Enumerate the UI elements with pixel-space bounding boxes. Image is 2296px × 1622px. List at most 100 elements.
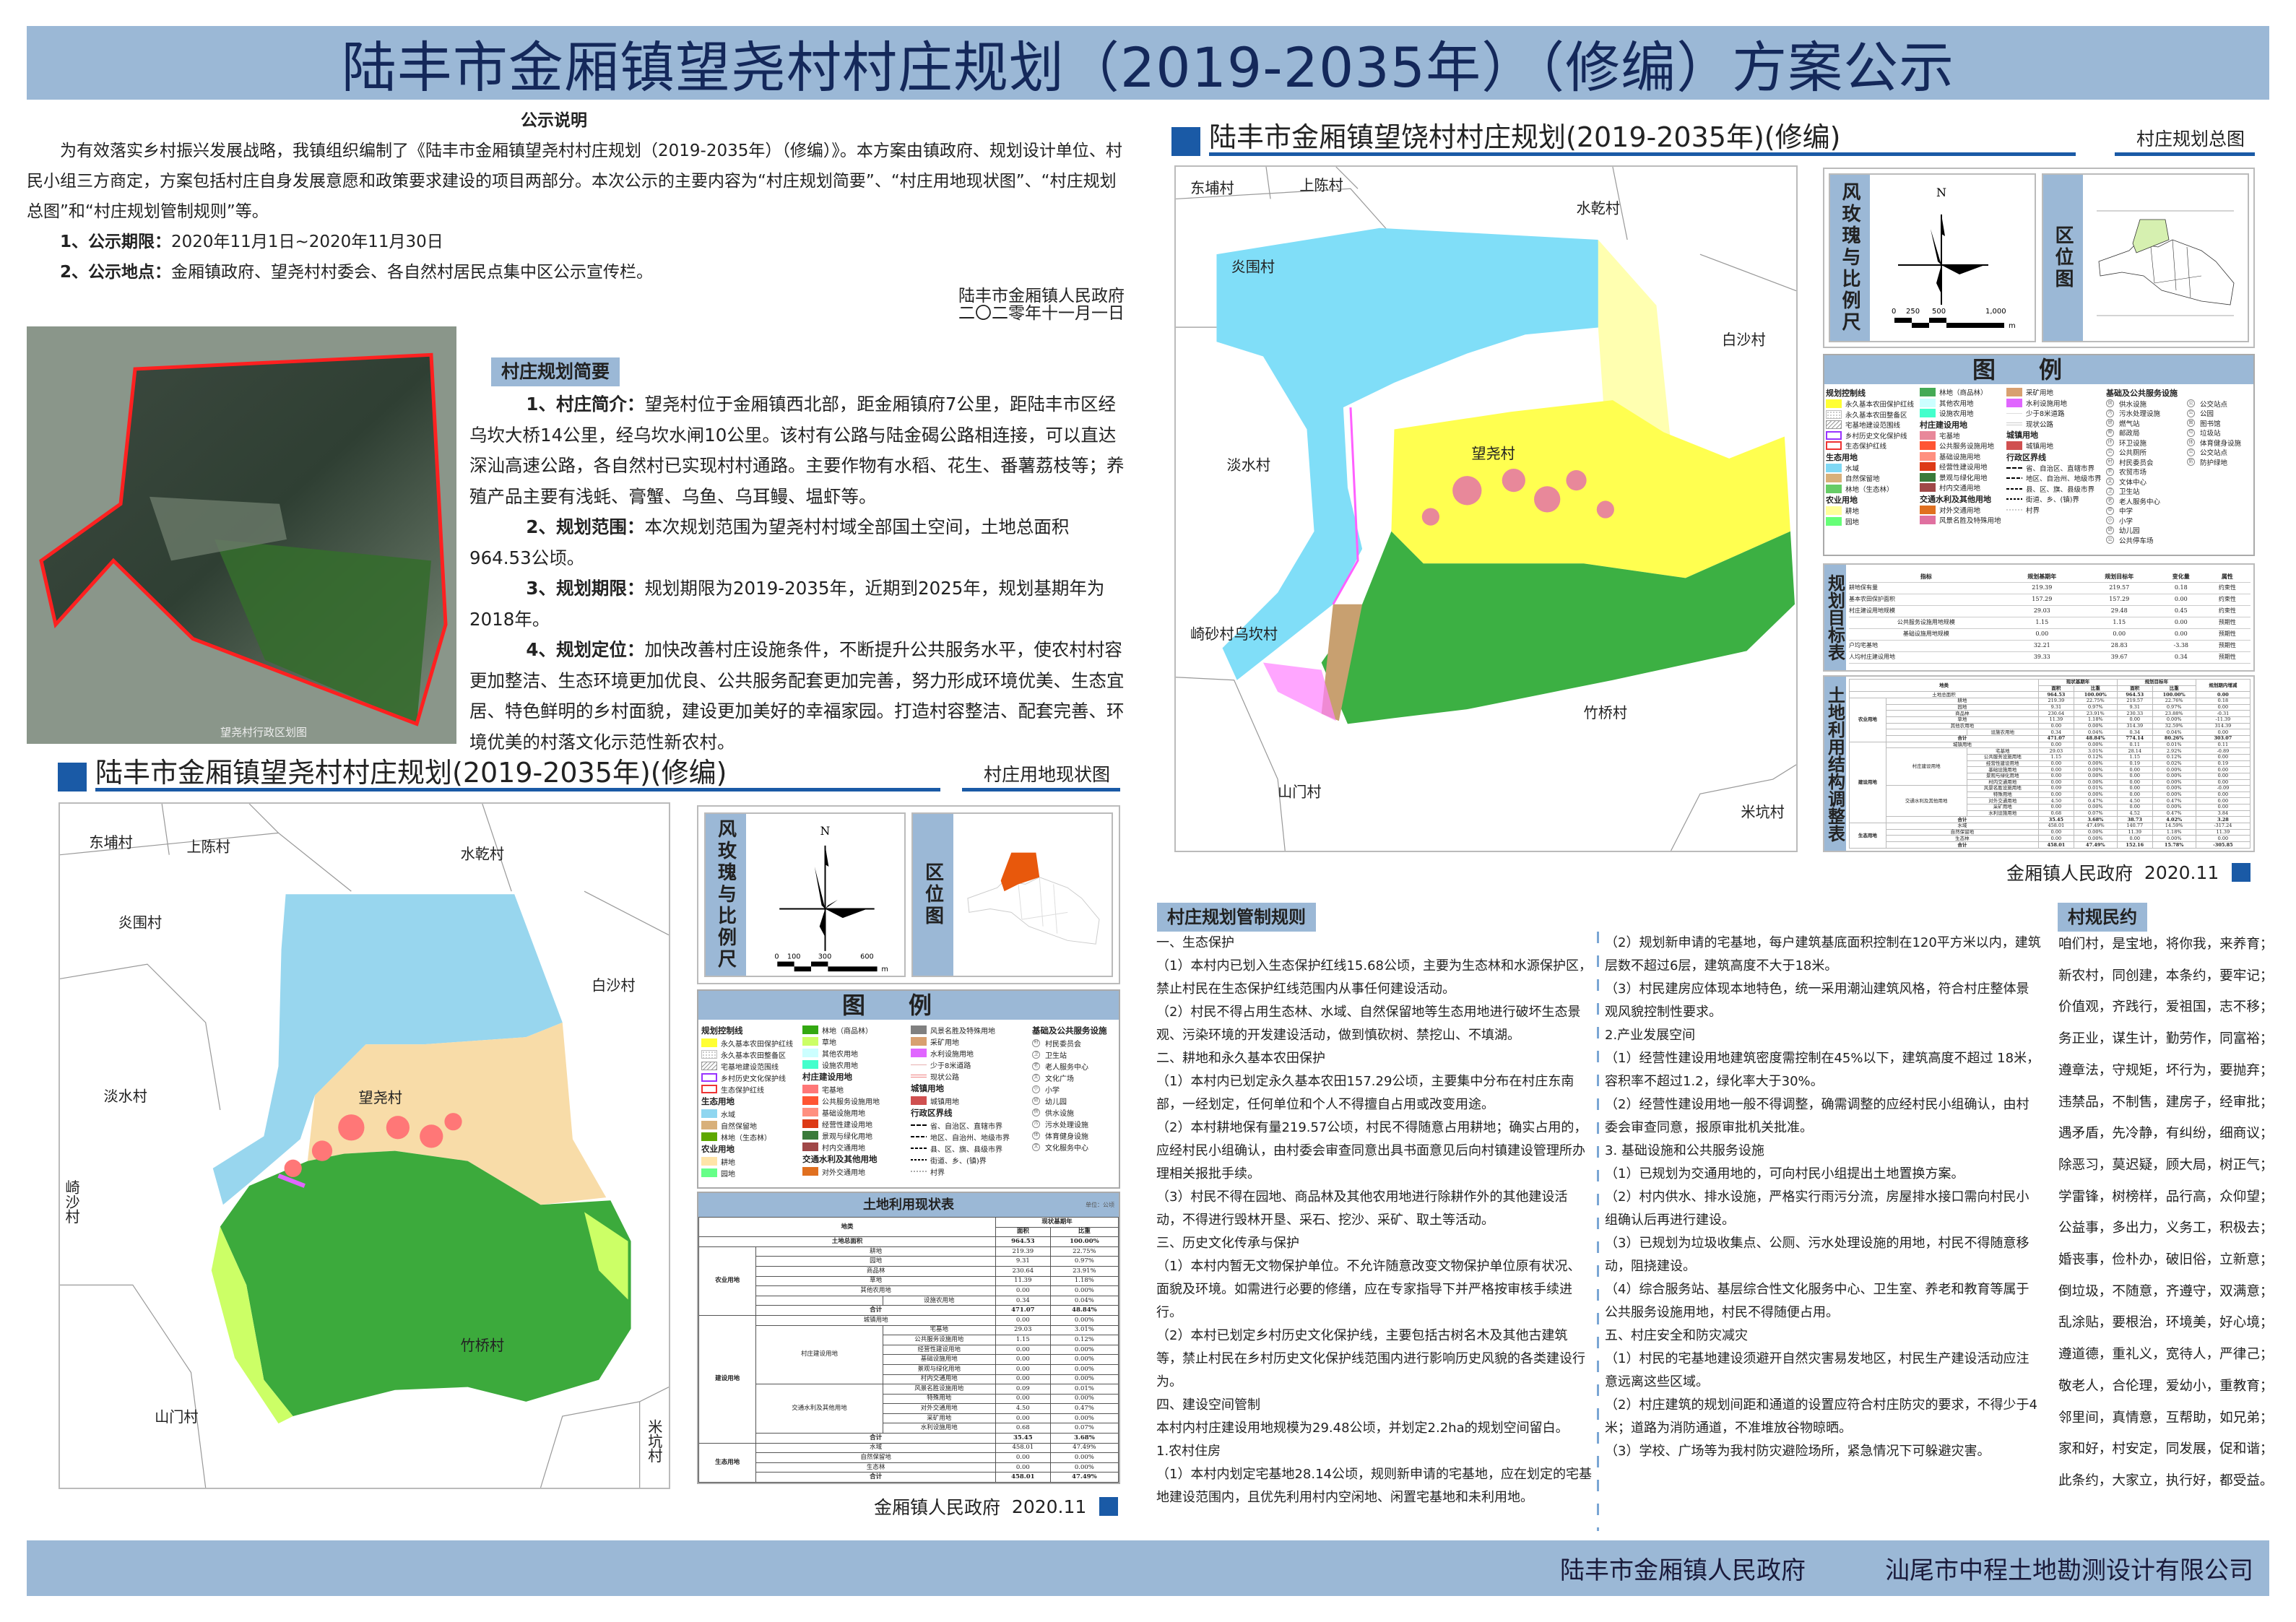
- legend-item: 村村民委员会: [2106, 457, 2187, 467]
- subtotal-label: 合计: [755, 1433, 996, 1444]
- pact-line: 邻里间，真情意，互帮助，如兄弟；: [2058, 1410, 2274, 1426]
- landtype-cell: 基础设施用地: [882, 1354, 996, 1365]
- current-landuse-map[interactable]: 东埔村 上陈村 水乾村 炎围村 白沙村 淡水村 崎沙村 望尧村 竹桥村 山门村 …: [59, 802, 670, 1489]
- facility-icon: 幼: [2106, 526, 2114, 534]
- legend-group-heading: 生态用地: [1826, 451, 1920, 463]
- legend-swatch: [1826, 484, 1842, 493]
- value-cell: 0.00: [2038, 791, 2074, 799]
- value-cell: 0.00: [2038, 722, 2074, 730]
- table-row: 自然保留地 0.00 0.00%: [699, 1452, 1119, 1463]
- table-row: 村庄建设用地规模 29.03 29.48 0.45 约束性: [1849, 605, 2250, 617]
- value-cell: 0.07%: [2073, 810, 2118, 817]
- header-cell: 地类: [698, 1216, 996, 1238]
- landtype-cell: 生态林: [1885, 835, 2040, 843]
- landtype-cell: 生态林: [755, 1462, 996, 1473]
- rule-line: （2）经营性建设用地一般不得调整，确需调整的应经村民小组确认，由村委会审查同意，…: [1605, 1097, 2029, 1135]
- subtotal-value: 774.14: [2116, 734, 2153, 742]
- facility-icon: 体: [2187, 438, 2195, 447]
- legend-item: 卫卫生站: [2106, 487, 2187, 496]
- legend-item: 小小学: [2106, 516, 2187, 526]
- legend-swatch: [911, 1159, 927, 1161]
- header-cell: 面积: [2038, 685, 2074, 693]
- facility-icon: 污: [2106, 409, 2114, 417]
- facility-icon: 中: [2106, 506, 2114, 515]
- value-cell: 23.91%: [1049, 1265, 1119, 1277]
- legend-group-heading: 城镇用地: [2006, 429, 2106, 441]
- scale-tick: 100: [787, 953, 801, 961]
- legend-item: 经营性建设用地: [802, 1118, 911, 1129]
- legend-label: 街道、乡、(镇)界: [2026, 496, 2079, 505]
- legend-column: 林地（商品林） 草地 其他农用地 设施农用地 村庄建设用地 宅基地 公共服务设施用地 基础设施…: [802, 1024, 911, 1179]
- value-cell: 0.97%: [2152, 703, 2196, 711]
- footer-government: 陆丰市金厢镇人民政府: [1560, 1556, 1806, 1585]
- legend-column: 风景名胜及特殊用地 采矿用地 水利设施用地 少于8米道路 现状公路 城镇用地 城镇用地 行政区…: [911, 1024, 1032, 1179]
- value-cell: 0.00%: [2073, 828, 2118, 836]
- value-cell: 约束性: [2204, 582, 2250, 594]
- table-row: 生态用地 水域 458.01 47.49%: [698, 1442, 1119, 1483]
- notice-item-label: 1、公示期限：: [60, 233, 172, 251]
- legend-group-heading: 行政区界线: [911, 1106, 1032, 1119]
- value-cell: 0.00: [2195, 766, 2251, 773]
- legend-label: 县、区、旗、县级市界: [2026, 485, 2095, 494]
- legend-item: 公公共停车场: [2106, 535, 2187, 545]
- legend-swatch: [1826, 463, 1842, 472]
- legend-item: 公公园: [2187, 409, 2249, 418]
- legend-swatch: [1826, 420, 1842, 430]
- forest-area: [1321, 531, 1795, 724]
- legend-swatch: [802, 1085, 818, 1093]
- value-cell: 4.50: [2038, 797, 2074, 805]
- map-label: 望尧村: [358, 1089, 402, 1106]
- notice-paragraph: 为有效落实乡村振兴发展战略，我镇组织编制了《陆丰市金厢镇望尧村村庄规划（2019…: [27, 142, 1122, 221]
- scale-unit: m: [2009, 322, 2016, 330]
- legend-label: 林地（商品林）: [1939, 389, 1988, 398]
- rule-line: 一、生态保护: [1156, 935, 1234, 950]
- header-cell: 变化量: [2157, 571, 2204, 583]
- legend-column: 基础及公共服务设施供供水设施污污水处理设施燃燃气站邮邮政局环环卫设施公公共厕所村…: [2106, 387, 2187, 545]
- landtype-cell: 草地: [1885, 716, 2040, 724]
- legend-label: 经营性建设用地: [822, 1121, 872, 1129]
- legend-item: 老老人服务中心: [1032, 1060, 1115, 1072]
- value-cell: 0.00%: [2073, 835, 2118, 843]
- legend-swatch: [1920, 472, 1936, 482]
- value-cell: 0.00%: [1049, 1285, 1119, 1296]
- target-table: 指标 规划基期年 规划目标年 变化量 属性 耕地保有量 219.39 219.57 0.18 约束…: [1849, 571, 2250, 664]
- indicator-cell: 基本农田保护面积: [1849, 594, 2003, 606]
- scale-tick: 0: [1892, 308, 1896, 316]
- rule-line: （2）本村耕地保有量219.57公顷，村民不得随意占用耕地；确实占用的，应经村民…: [1156, 1120, 1587, 1181]
- rule-line: （2）村内供水、排水设施，严格实行雨污分流，房屋排水接口需向村民小组确认后再进行…: [1605, 1189, 2029, 1228]
- legend-swatch: [1920, 409, 1936, 418]
- village-pact: 咱们村，是宝地，将你我，来养育； 新农村，同创建，本条约，要牢记； 价值观，齐践行，…: [2058, 929, 2274, 1497]
- value-cell: 0.00: [2157, 594, 2204, 606]
- brief-item: 3、规划期限：规划期限为2019-2035年，近期到2025年，规划基期年为20…: [469, 573, 1128, 635]
- landtype-cell: 其他农用地: [1885, 722, 2040, 730]
- legend-label: 风景名胜及特殊用地: [930, 1027, 995, 1036]
- header-row: 地类 现状基期年: [698, 1216, 1119, 1238]
- landtype-cell: 景观与绿化用地: [1966, 772, 2040, 780]
- subtotal-value: 48.84%: [2073, 734, 2118, 742]
- legend-label: 城镇用地: [911, 1083, 944, 1093]
- legend-item: 少于8米道路: [911, 1059, 1032, 1070]
- value-cell: 0.12%: [2073, 753, 2118, 761]
- legend-item: 公公交站点: [2187, 399, 2249, 409]
- legend-item: 公共服务设施用地: [1920, 441, 2006, 451]
- legend-label: 林地（商品林）: [822, 1027, 872, 1036]
- master-plan-map[interactable]: 东埔村 上陈村 水乾村 炎围村 白沙村 淡水村 望尧村 崎砂村乌坎村 竹桥村 山…: [1174, 165, 1798, 852]
- facility-icon: 垃: [2187, 428, 2195, 437]
- value-cell: 0.00: [2116, 785, 2153, 792]
- north-label: N: [820, 825, 831, 838]
- legend-swatch: [802, 1108, 818, 1116]
- map-label: 上陈村: [1299, 176, 1343, 194]
- facility-icon: 燃: [2106, 419, 2114, 428]
- table-row: 其他农用地 0.00 0.00% 314.39 32.59% 314.39: [1850, 722, 2251, 730]
- total-value: 0.00: [2195, 691, 2251, 698]
- landtype-cell: 风景名胜设施用地: [1966, 785, 2040, 792]
- value-cell: 0.00%: [2152, 835, 2196, 843]
- facility-icon: 幼: [1032, 1096, 1040, 1105]
- value-cell: 3.01%: [2073, 747, 2118, 755]
- legend-item: 宅基地建设范围线: [1826, 420, 1920, 430]
- legend-label: 公共服务设施用地: [1939, 443, 1995, 451]
- value-cell: 0.00%: [2073, 791, 2118, 799]
- category-cell: 生态用地: [1849, 823, 1886, 849]
- legend-item: 污污水处理设施: [2106, 409, 2187, 418]
- header-cell: 地类: [1848, 678, 2040, 693]
